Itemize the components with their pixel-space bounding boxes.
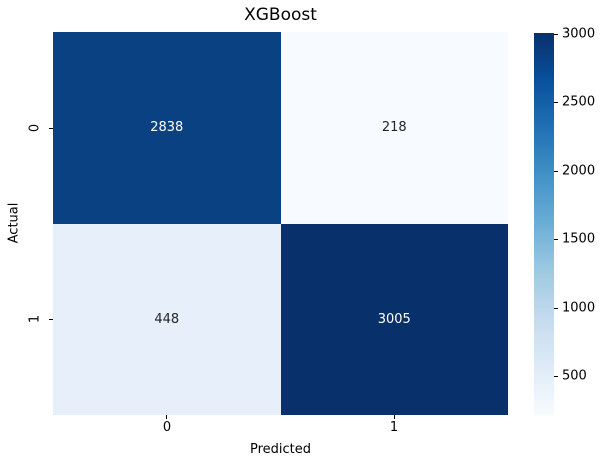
colorbar-tick-label: 500 <box>562 368 587 384</box>
y-tick-mark-1 <box>49 319 53 320</box>
x-tick-label-0: 0 <box>162 420 172 435</box>
colorbar <box>534 33 554 415</box>
colorbar-tick-label: 1500 <box>562 231 596 247</box>
colorbar-tick-label: 2500 <box>562 94 596 110</box>
cell-annotation: 3005 <box>377 311 411 327</box>
x-tick-label-1: 1 <box>389 420 399 435</box>
colorbar-tick-mark <box>554 102 558 103</box>
heatmap-grid: 2838 218 448 3005 <box>53 32 508 415</box>
colorbar-tick-label: 3000 <box>562 26 596 42</box>
colorbar-tick-mark <box>554 239 558 240</box>
y-tick-mark-0 <box>49 128 53 129</box>
heatmap-cell-actual1-pred0: 448 <box>53 223 281 415</box>
colorbar-tick-mark <box>554 34 558 35</box>
colorbar-tick-mark <box>554 308 558 309</box>
heatmap-cell-actual0-pred1: 218 <box>280 32 508 224</box>
colorbar-tick-mark <box>554 376 558 377</box>
cell-annotation: 448 <box>154 311 180 327</box>
x-axis-label: Predicted <box>249 442 312 457</box>
chart-title: XGBoost <box>244 5 317 25</box>
colorbar-tick-label: 1000 <box>562 300 596 316</box>
x-tick-mark-1 <box>394 415 395 419</box>
heatmap-cell-actual0-pred0: 2838 <box>53 32 281 224</box>
colorbar-tick-label: 2000 <box>562 163 596 179</box>
x-tick-mark-0 <box>166 415 167 419</box>
heatmap-cell-actual1-pred1: 3005 <box>280 223 508 415</box>
colorbar-tick-mark <box>554 171 558 172</box>
y-axis-label: Actual <box>6 202 22 244</box>
cell-annotation: 2838 <box>150 120 184 136</box>
cell-annotation: 218 <box>381 120 407 136</box>
y-tick-label-0: 0 <box>27 123 43 133</box>
y-tick-label-1: 1 <box>27 314 43 324</box>
